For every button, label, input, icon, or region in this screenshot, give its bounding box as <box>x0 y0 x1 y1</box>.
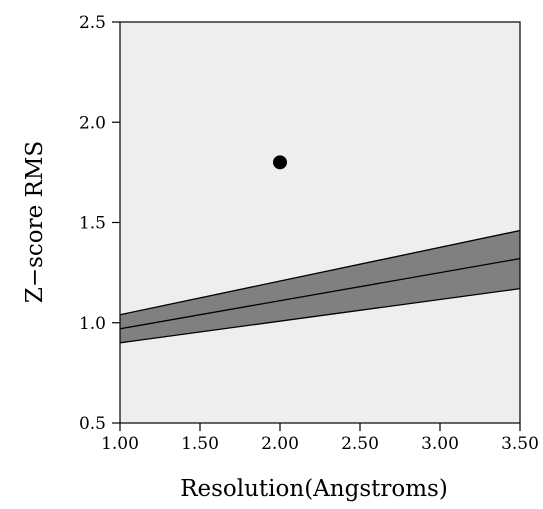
y-axis: 0.5 1.0 1.5 2.0 2.5 <box>79 13 120 434</box>
y-tick-label: 2.0 <box>79 113 106 133</box>
data-point-layer <box>273 155 287 170</box>
x-tick-label: 1.00 <box>101 434 139 454</box>
x-tick-label: 1.50 <box>181 434 219 454</box>
x-tick-label: 2.00 <box>261 434 299 454</box>
y-axis-title: Z−score RMS <box>22 141 48 303</box>
y-tick-label: 1.5 <box>79 214 106 234</box>
x-tick-label: 2.50 <box>341 434 379 454</box>
band-lower-line <box>119 288 521 344</box>
x-tick-label: 3.00 <box>421 434 459 454</box>
x-axis-title: Resolution(Angstroms) <box>180 476 448 502</box>
y-tick-label: 2.5 <box>79 13 106 33</box>
band-upper-line <box>119 229 521 316</box>
x-axis: 1.00 1.50 2.00 2.50 3.00 3.50 <box>101 423 539 454</box>
y-tick-label: 1.0 <box>79 314 106 334</box>
band-center-line <box>119 257 521 330</box>
plot-area <box>120 22 520 423</box>
confidence-band <box>120 230 520 343</box>
data-point <box>273 155 287 170</box>
confidence-band-layer <box>119 229 521 344</box>
x-tick-label: 3.50 <box>501 434 539 454</box>
y-tick-label: 0.5 <box>79 414 106 434</box>
